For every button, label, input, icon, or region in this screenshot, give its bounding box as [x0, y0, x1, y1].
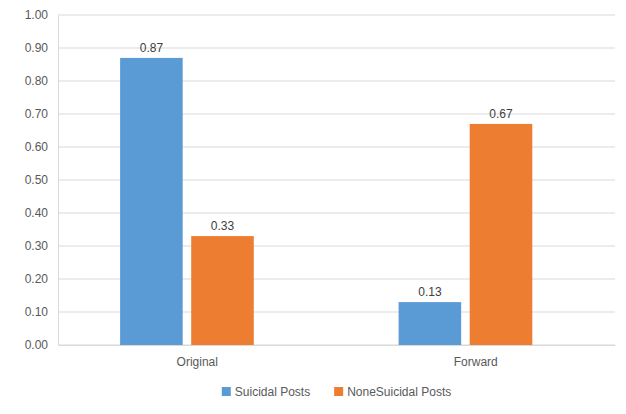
- y-tick: 1.00: [25, 8, 58, 22]
- legend-label: Suicidal Posts: [235, 385, 310, 399]
- bar: [399, 302, 462, 345]
- bar: [120, 58, 183, 345]
- data-label: 0.67: [489, 107, 513, 121]
- y-tick-label: 0.70: [25, 107, 49, 121]
- x-tick: Forward: [454, 345, 498, 369]
- y-tick: 0.80: [25, 74, 58, 88]
- y-tick: 0.60: [25, 140, 58, 154]
- y-axis: 0.00 0.10 0.20 0.30 0.40 0.50 0.60 0.70 0.80 0.90…: [25, 8, 59, 352]
- y-tick-label: 0.40: [25, 206, 49, 220]
- y-tick: 0.50: [25, 173, 58, 187]
- y-tick-label: 0.10: [25, 305, 49, 319]
- x-tick-label: Original: [177, 355, 218, 369]
- y-tick-label: 0.00: [25, 338, 49, 352]
- y-tick-label: 1.00: [25, 8, 49, 22]
- y-tick-label: 0.60: [25, 140, 49, 154]
- legend-item: NoneSuicidal Posts: [334, 385, 451, 399]
- chart: 0.00 0.10 0.20 0.30 0.40 0.50 0.60 0.70 0.80 0.90…: [0, 0, 626, 414]
- y-tick-label: 0.20: [25, 272, 49, 286]
- y-tick: 0.10: [25, 305, 58, 319]
- legend-item: Suicidal Posts: [222, 385, 310, 399]
- y-tick: 0.70: [25, 107, 58, 121]
- bars: [120, 58, 532, 345]
- data-label: 0.33: [211, 219, 235, 233]
- data-labels: 0.87 0.13 0.33 0.67: [140, 41, 513, 299]
- x-axis: Original Forward: [59, 345, 616, 369]
- bar: [191, 236, 254, 345]
- y-tick-label: 0.30: [25, 239, 49, 253]
- y-tick-label: 0.90: [25, 41, 49, 55]
- x-tick-label: Forward: [454, 355, 498, 369]
- data-label: 0.13: [418, 285, 442, 299]
- legend-swatch: [222, 387, 231, 396]
- y-axis-line: [58, 16, 59, 346]
- y-tick: 0.20: [25, 272, 58, 286]
- y-tick: 0.40: [25, 206, 58, 220]
- legend-label: NoneSuicidal Posts: [347, 385, 451, 399]
- y-tick: 0.90: [25, 41, 58, 55]
- x-axis-line: [59, 345, 616, 346]
- y-tick-label: 0.80: [25, 74, 49, 88]
- bar: [470, 124, 533, 345]
- legend-swatch: [334, 387, 343, 396]
- legend: Suicidal Posts NoneSuicidal Posts: [222, 385, 451, 399]
- y-tick: 0.30: [25, 239, 58, 253]
- y-tick-label: 0.50: [25, 173, 49, 187]
- grid: [58, 15, 615, 345]
- grid-line: [58, 15, 615, 16]
- data-label: 0.87: [140, 41, 164, 55]
- x-tick: Original: [177, 345, 218, 369]
- plot: 0.00 0.10 0.20 0.30 0.40 0.50 0.60 0.70 0.80 0.90…: [25, 8, 616, 368]
- y-tick: 0.00: [25, 338, 58, 352]
